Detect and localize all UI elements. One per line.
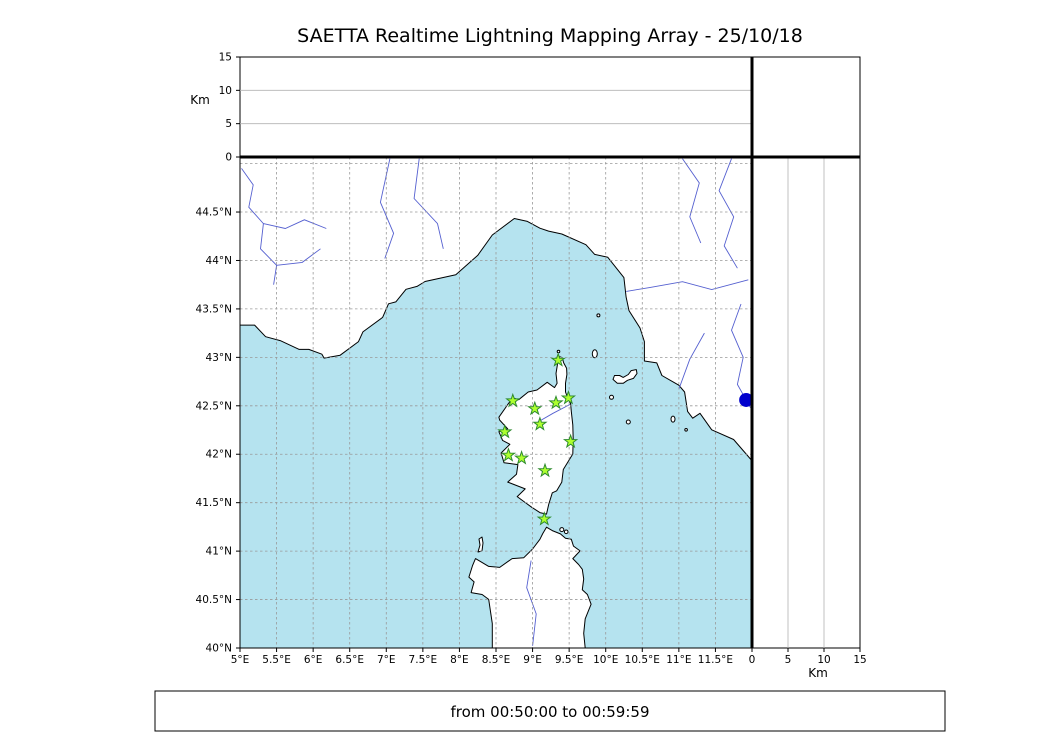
station-star-marker [513, 450, 530, 465]
lon-tick-label: 8°E [450, 654, 469, 666]
altitude-tick-label: 0 [225, 152, 232, 164]
corner-panel [751, 56, 861, 158]
lat-tick-label: 44.5°N [196, 207, 232, 219]
altitude-longitude-panel-frame [239, 56, 753, 158]
altitude-latitude-panel-frame [751, 156, 861, 649]
time-range-frame [154, 690, 946, 732]
lon-tick-label: 9.5°E [555, 654, 584, 666]
lon-tick-label: 8.5°E [482, 654, 511, 666]
lon-tick-label: 5.5°E [262, 654, 291, 666]
lon-tick-label: 11°E [666, 654, 691, 666]
time-range-box: from 00:50:00 to 00:59:59 [154, 690, 946, 732]
lon-tick-label: 11.5°E [698, 654, 733, 666]
station-star-marker [537, 462, 553, 478]
river [678, 332, 705, 390]
elba-island [612, 369, 638, 384]
pianosa-island [609, 394, 614, 400]
altitude-tick-label: 5 [785, 654, 792, 666]
lat-tick-label: 41°N [206, 546, 232, 558]
river [379, 158, 395, 259]
lon-tick-label: 10°E [593, 654, 618, 666]
river [718, 158, 738, 269]
map-xticks: 5°E 5.5°E 6°E 6.5°E 7°E 7.5°E 8°E 8.5°E 9°E 9.5°E… [231, 648, 733, 666]
edge-point-marker [739, 392, 752, 407]
giannutri-island [684, 428, 688, 432]
capraia-island [591, 349, 598, 359]
caprera-island [563, 529, 569, 535]
lon-tick-label: 6°E [304, 654, 323, 666]
lat-tick-label: 41.5°N [196, 497, 232, 509]
station-star-marker [560, 389, 577, 405]
river [276, 248, 321, 266]
altitude-tick-label: 15 [219, 52, 232, 64]
lon-tick-label: 10.5°E [625, 654, 660, 666]
altitude-tick-label: 5 [225, 118, 232, 130]
montecristo-island [625, 419, 631, 425]
lon-tick-label: 9°E [523, 654, 542, 666]
lat-tick-label: 44°N [206, 255, 232, 267]
land-layer [240, 157, 752, 648]
altitude-tick-label: 10 [817, 654, 830, 666]
river [731, 303, 751, 408]
lon-tick-label: 7.5°E [409, 654, 438, 666]
station-star-marker [527, 400, 543, 416]
map-yticks: 44.5°N 44°N 43.5°N 43°N 42.5°N 42°N 41.5°N 41°N… [196, 207, 240, 655]
toppanel-decor: 0 5 10 15 [219, 52, 752, 164]
river-layer [241, 158, 751, 646]
toppanel-km-label: Km [190, 93, 210, 107]
altitude-tick-label: 15 [853, 654, 866, 666]
lat-tick-label: 43°N [206, 352, 232, 364]
station-star-marker [500, 447, 517, 462]
giraglia-islet [556, 349, 561, 354]
station-star-marker [497, 424, 513, 439]
river [526, 560, 537, 646]
station-star-marker [536, 511, 552, 526]
lat-tick-label: 42.5°N [196, 400, 232, 412]
river [413, 158, 444, 249]
station-star-marker [532, 416, 548, 431]
station-star-marker [505, 392, 521, 408]
map-panel: 5°E 5.5°E 6°E 6.5°E 7°E 7.5°E 8°E 8.5°E 9°E 9.5°E… [196, 156, 753, 666]
map-content [240, 157, 752, 648]
altitude-tick-label: 0 [749, 654, 756, 666]
lat-tick-label: 42°N [206, 449, 232, 461]
lat-tick-label: 43.5°N [196, 303, 232, 315]
mainland-coastline [240, 157, 752, 462]
river [682, 158, 702, 244]
maddalena-island [559, 527, 565, 533]
river [263, 219, 327, 229]
station-star-marker [548, 394, 564, 410]
stations-layer [497, 352, 752, 526]
lat-tick-label: 40°N [206, 643, 232, 655]
sardinia-coastline [468, 526, 592, 648]
lat-tick-label: 40.5°N [196, 594, 232, 606]
altitude-tick-label: 10 [219, 85, 232, 97]
map-gridlines [240, 157, 752, 648]
station-star-marker [550, 352, 566, 367]
river [626, 279, 749, 292]
giglio-island [670, 415, 676, 423]
lon-tick-label: 6.5°E [335, 654, 364, 666]
time-range-label: from 00:50:00 to 00:59:59 [450, 703, 649, 721]
river [535, 404, 571, 424]
altitude-latitude-panel: 0 5 10 15 Km [749, 156, 867, 680]
rightpanel-decor: 0 5 10 15 [749, 157, 867, 666]
rightpanel-km-label: Km [808, 666, 828, 680]
station-star-marker [562, 433, 579, 449]
figure-title: SAETTA Realtime Lightning Mapping Array … [297, 25, 803, 47]
altitude-longitude-panel: 0 5 10 15 Km [190, 52, 753, 164]
lon-tick-label: 5°E [231, 654, 250, 666]
lon-tick-label: 7°E [377, 654, 396, 666]
gorgona-island [596, 313, 601, 318]
